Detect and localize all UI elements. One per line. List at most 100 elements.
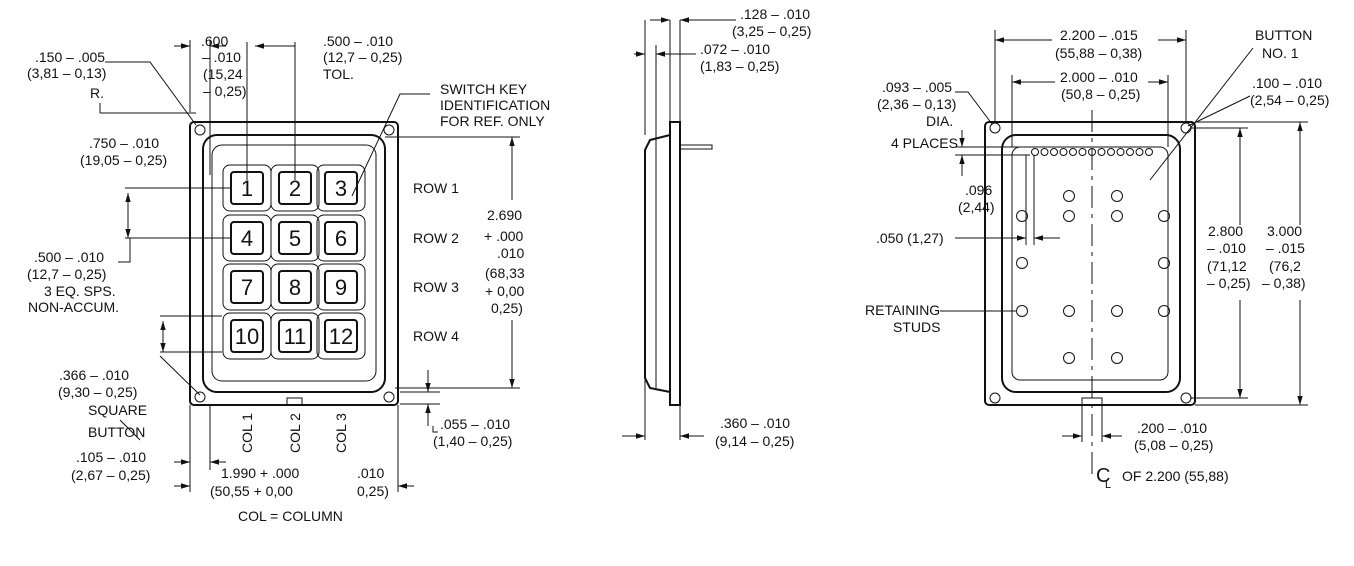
key-outline xyxy=(270,263,320,311)
row-label: ROW 1 xyxy=(413,180,459,196)
dimension-label: OF 2.200 (55,88) xyxy=(1122,468,1229,484)
dimension-label: STUDS xyxy=(893,319,940,335)
back-view xyxy=(940,30,1308,480)
contact xyxy=(1069,148,1077,156)
key-face xyxy=(230,221,264,255)
key-outline xyxy=(316,263,366,311)
dimension-label: .050 (1,27) xyxy=(876,230,944,246)
dimension-label: .010 xyxy=(497,245,524,261)
key-label: 5 xyxy=(289,226,301,251)
dimension-label: (50,55 + 0,00 xyxy=(210,483,293,499)
dimension-label: .010 xyxy=(357,465,384,481)
dimension-label: NON-ACCUM. xyxy=(28,299,119,315)
key-outline xyxy=(270,164,320,212)
dimension-label: L xyxy=(1105,479,1111,491)
key-label: 2 xyxy=(289,176,301,201)
col-label: COL 1 xyxy=(239,413,255,453)
row-label: ROW 2 xyxy=(413,230,459,246)
key-label: 11 xyxy=(284,324,307,349)
key-face xyxy=(278,221,312,255)
dimension-label: .096 xyxy=(965,182,992,198)
row-label: ROW 3 xyxy=(413,279,459,295)
dimension-label: IDENTIFICATION xyxy=(440,97,550,113)
dimension-label: RETAINING xyxy=(865,302,940,318)
dimension-label: – .010 xyxy=(1207,240,1246,256)
dimension-label: (1,83 – 0,25) xyxy=(700,58,779,74)
contact xyxy=(1050,148,1058,156)
contact xyxy=(1097,148,1106,156)
stud xyxy=(1111,190,1123,202)
key-face xyxy=(278,171,312,205)
contact xyxy=(1135,148,1144,156)
dimension-label: .360 – .010 xyxy=(720,415,790,431)
dimension-label: DIA. xyxy=(926,113,953,129)
front-view xyxy=(99,40,520,492)
dimension-label: (5,08 – 0,25) xyxy=(1134,437,1213,453)
dimension-label: (12,7 – 0,25) xyxy=(27,266,106,282)
dimension-label: .500 – .010 xyxy=(34,249,104,265)
dimension-label: – .015 xyxy=(1266,240,1305,256)
dimension-label: (76,2 xyxy=(1269,258,1301,274)
col-label: COL 3 xyxy=(333,413,349,453)
key-outline xyxy=(316,312,366,360)
dimension-label: 3.000 xyxy=(1267,223,1302,239)
dimension-label: – 0,25) xyxy=(203,83,247,99)
dimension-label: – 0,38) xyxy=(1262,275,1306,291)
dimension-label: 2.000 – .010 xyxy=(1060,69,1138,85)
dimension-label: (9,14 – 0,25) xyxy=(715,433,794,449)
dimension-label: + 0,00 xyxy=(485,283,525,299)
dimension-label: BUTTON xyxy=(88,424,145,440)
row-label: ROW 4 xyxy=(413,328,459,344)
key-outline xyxy=(316,214,366,262)
stud xyxy=(1016,305,1028,317)
stud xyxy=(1111,352,1123,364)
key-label: 7 xyxy=(241,275,253,300)
key-label: 9 xyxy=(335,275,347,300)
dimension-label: .100 – .010 xyxy=(1252,75,1322,91)
dimension-label: (1,40 – 0,25) xyxy=(433,433,512,449)
dimension-label: (12,7 – 0,25) xyxy=(323,49,402,65)
contact xyxy=(1088,148,1096,156)
contact xyxy=(1031,148,1039,156)
stud xyxy=(1111,305,1123,317)
dimension-label: .105 – .010 xyxy=(76,449,146,465)
key-label: 12 xyxy=(329,324,353,349)
key-face xyxy=(230,171,264,205)
key-label: 10 xyxy=(235,324,259,349)
stud xyxy=(1158,305,1170,317)
stud xyxy=(1063,190,1075,202)
dimension-label: (2,44) xyxy=(958,199,995,215)
side-view xyxy=(622,17,736,440)
dimension-label: .072 – .010 xyxy=(700,41,770,57)
stud xyxy=(1063,210,1075,222)
dimension-label: FOR REF. ONLY xyxy=(440,113,545,129)
dimension-label: .150 – .005 xyxy=(35,49,105,65)
dimension-label: 1.990 + .000 xyxy=(221,465,299,481)
key-label: 4 xyxy=(241,226,253,251)
key-face xyxy=(230,319,264,353)
dimension-label: BUTTON xyxy=(1255,27,1312,43)
dimension-label: .128 – .010 xyxy=(740,6,810,22)
stud xyxy=(1158,210,1170,222)
dimension-label: + .000 xyxy=(484,228,524,244)
key-face xyxy=(324,319,358,353)
key-face xyxy=(278,270,312,304)
dimension-label: .366 – .010 xyxy=(59,367,129,383)
key-label: 3 xyxy=(335,176,347,201)
key-face xyxy=(324,171,358,205)
dimension-label: .600 xyxy=(201,33,228,49)
key-label: 1 xyxy=(241,176,253,201)
stud xyxy=(1016,257,1028,269)
dimension-label: .093 – .005 xyxy=(882,79,952,95)
stud xyxy=(1063,352,1075,364)
dimension-label: 3 EQ. SPS. xyxy=(44,283,116,299)
dimension-label: (55,88 – 0,38) xyxy=(1055,45,1142,61)
dimension-label: (2,54 – 0,25) xyxy=(1250,92,1329,108)
dimension-label: .750 – .010 xyxy=(89,135,159,151)
dimension-label: R. xyxy=(90,85,104,101)
key-face xyxy=(324,221,358,255)
contact xyxy=(1078,148,1087,156)
dimension-label: (68,33 xyxy=(485,265,525,281)
dimension-label: C xyxy=(1096,465,1110,487)
